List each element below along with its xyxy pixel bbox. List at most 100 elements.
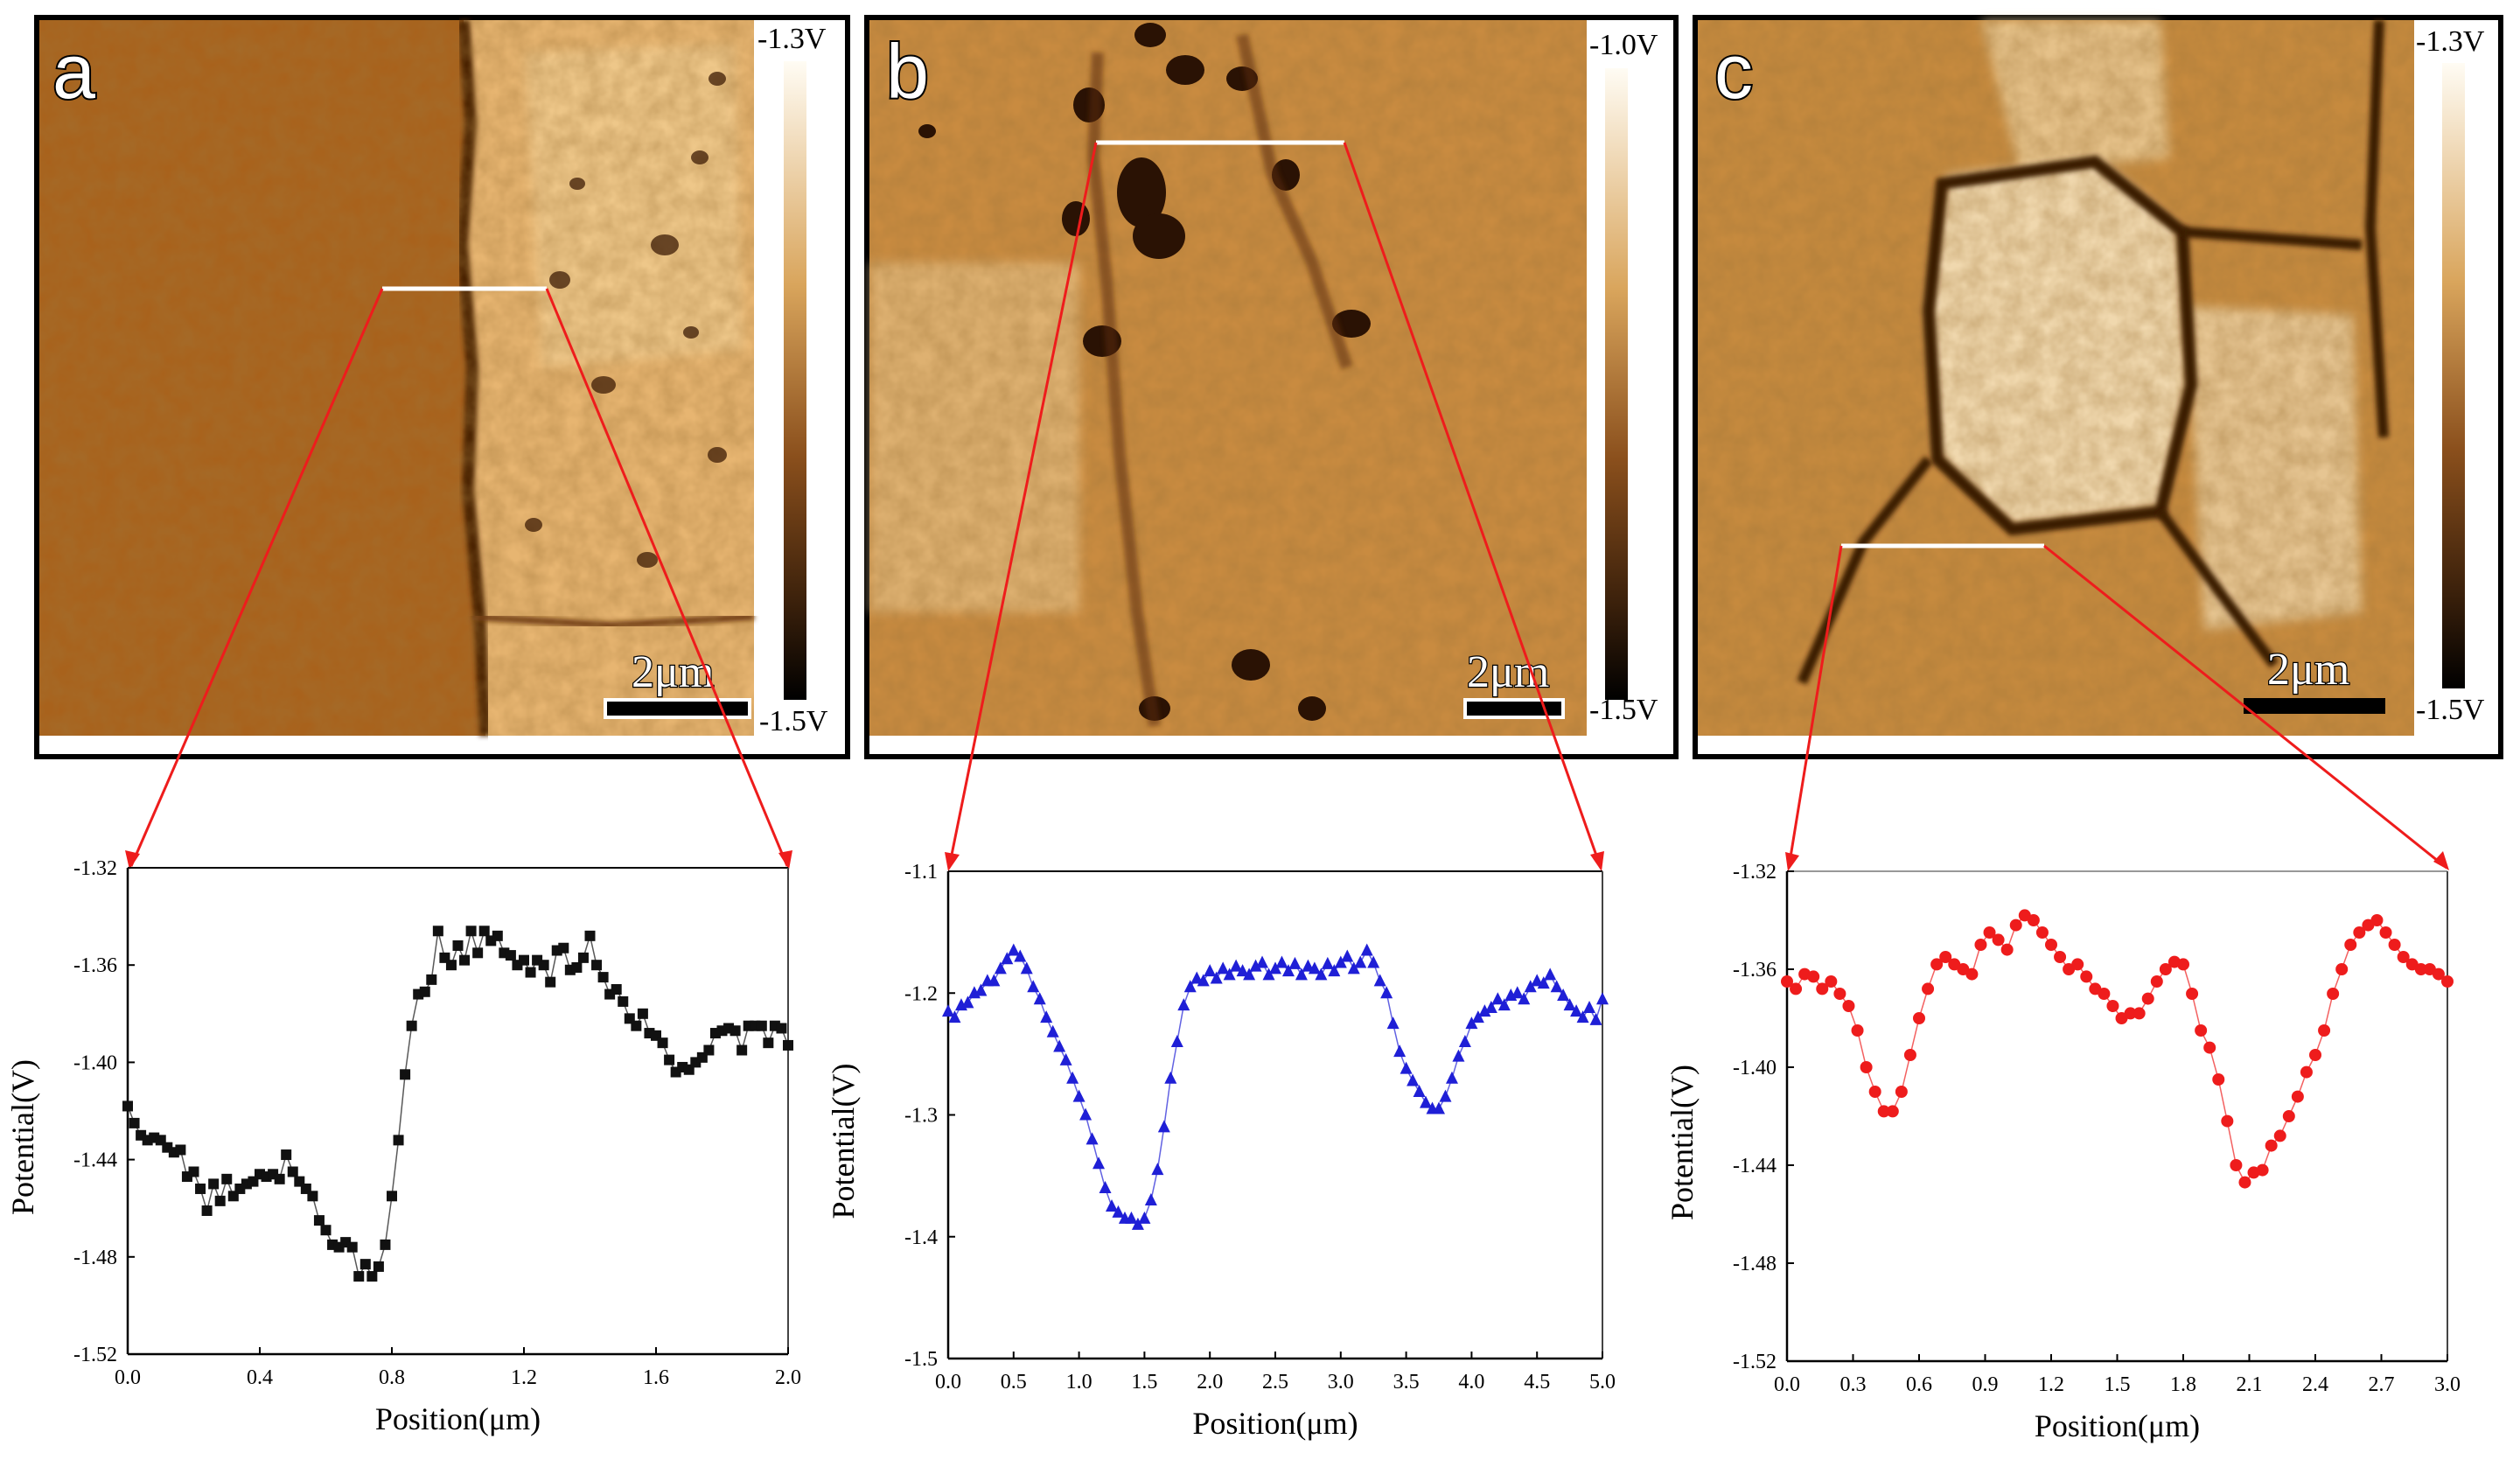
y-tick-label: -1.52 [1733,1351,1777,1373]
data-point [2203,1041,2216,1054]
x-tick-label: 1.6 [643,1366,669,1389]
data-point [2344,939,2357,951]
pointer-lines [129,142,2447,870]
data-point [287,1166,298,1177]
data-point [452,940,464,951]
y-tick-label: -1.32 [1733,861,1777,884]
data-point [1249,959,1262,972]
x-tick-label: 1.2 [2038,1373,2064,1396]
data-point [611,984,622,995]
x-tick-label: 0.8 [379,1366,405,1389]
data-point [1497,998,1511,1011]
data-point [763,1037,774,1049]
data-point [129,1117,140,1128]
data-point [1386,1016,1400,1030]
pointer-line-b-left [947,142,1098,869]
data-point [1099,1181,1112,1194]
data-point [1491,992,1504,1005]
data-point [1877,1105,1890,1118]
panel-letter-b: b [886,28,929,115]
data-point [961,995,974,1009]
data-point [1544,968,1557,981]
data-point [307,1191,318,1202]
afm-panel-b: -1.0V -1.5V 2μm b [864,15,1679,759]
data-point [1066,1071,1079,1084]
data-point [2414,963,2427,975]
potential-profile-chart-c: 0.0 0.3 0.6 0.9 1.2 1.5 1.8 2.1 2.4 2.7 3.0 -1.32 -1… [1665,861,2461,1443]
data-point [776,1023,787,1034]
data-point [1040,1010,1053,1023]
x-tick-label: 3.0 [2434,1373,2461,1396]
data-point [1138,1211,1151,1224]
data-point [2195,1024,2208,1037]
data-point [1524,980,1537,993]
x-tick-label: 4.0 [1458,1371,1484,1394]
data-point [426,974,437,985]
scale-bar-label: 2μm [632,647,714,697]
colorbar-bottom-label: -1.5V [759,705,828,737]
data-point [353,1271,365,1282]
x-tick-label: 0.9 [1972,1373,1999,1396]
data-point [1281,964,1295,977]
data-point [1367,955,1380,968]
data-point [1895,1086,1908,1098]
data-point [2388,939,2401,951]
pointer-line-a-right [545,288,789,867]
colorbar-top-label: -1.0V [1589,29,1658,61]
x-tick-label: 1.5 [1131,1371,1157,1394]
data-point [221,1173,233,1184]
arrowhead [2433,851,2449,870]
data-point [2282,1110,2295,1122]
data-point [1315,968,1328,981]
data-point [1518,992,1531,1005]
data-point [994,961,1007,975]
pointer-line-b-right [1343,142,1602,869]
y-tick-label: -1.36 [1733,959,1777,981]
data-point [2098,988,2111,1000]
data-point [618,995,629,1007]
data-point [2177,958,2189,971]
data-point [1478,1004,1491,1017]
scale-bar [2244,698,2385,714]
data-point [2221,1114,2234,1128]
afm-pits [525,72,727,568]
data-point [1334,955,1347,968]
data-point [1458,1034,1471,1047]
data-point [1531,974,1544,987]
data-point [1001,952,1014,965]
y-tick-label: -1.44 [73,1149,117,1172]
data-point [492,930,503,941]
x-tick-label: 1.0 [1066,1371,1092,1394]
data-point [1433,1101,1445,1114]
data-point [2009,919,2022,932]
data-point [1131,1217,1144,1230]
y-tick-label: -1.2 [904,982,938,1005]
data-point [2071,958,2084,971]
y-tick-label: -1.36 [73,954,117,977]
data-point [1151,1163,1164,1176]
data-point [1125,1211,1138,1224]
data-point [2291,1090,2304,1103]
x-tick-label: 1.5 [2105,1373,2131,1396]
data-point [1537,976,1550,989]
data-point [2186,988,2199,1000]
x-tick-label: 0.0 [935,1371,961,1394]
data-point [2379,926,2392,939]
data-point [1557,988,1570,1002]
y-tick-label: -1.44 [1733,1155,1777,1177]
data-point [1197,974,1210,987]
data-point [472,947,484,959]
data-point [1842,1000,1855,1012]
data-point [1903,1049,1916,1061]
x-tick-label: 0.5 [1001,1371,1027,1394]
panel-letter-c: c [1714,28,1753,115]
data-point [1059,1052,1072,1065]
data-point [1177,998,1190,1011]
data-point [1007,943,1020,956]
data-point [1471,1010,1484,1023]
y-tick-label: -1.48 [73,1247,117,1269]
data-point [2124,1007,2137,1020]
x-tick-label: 5.0 [1589,1371,1616,1394]
data-point [1790,982,1803,995]
